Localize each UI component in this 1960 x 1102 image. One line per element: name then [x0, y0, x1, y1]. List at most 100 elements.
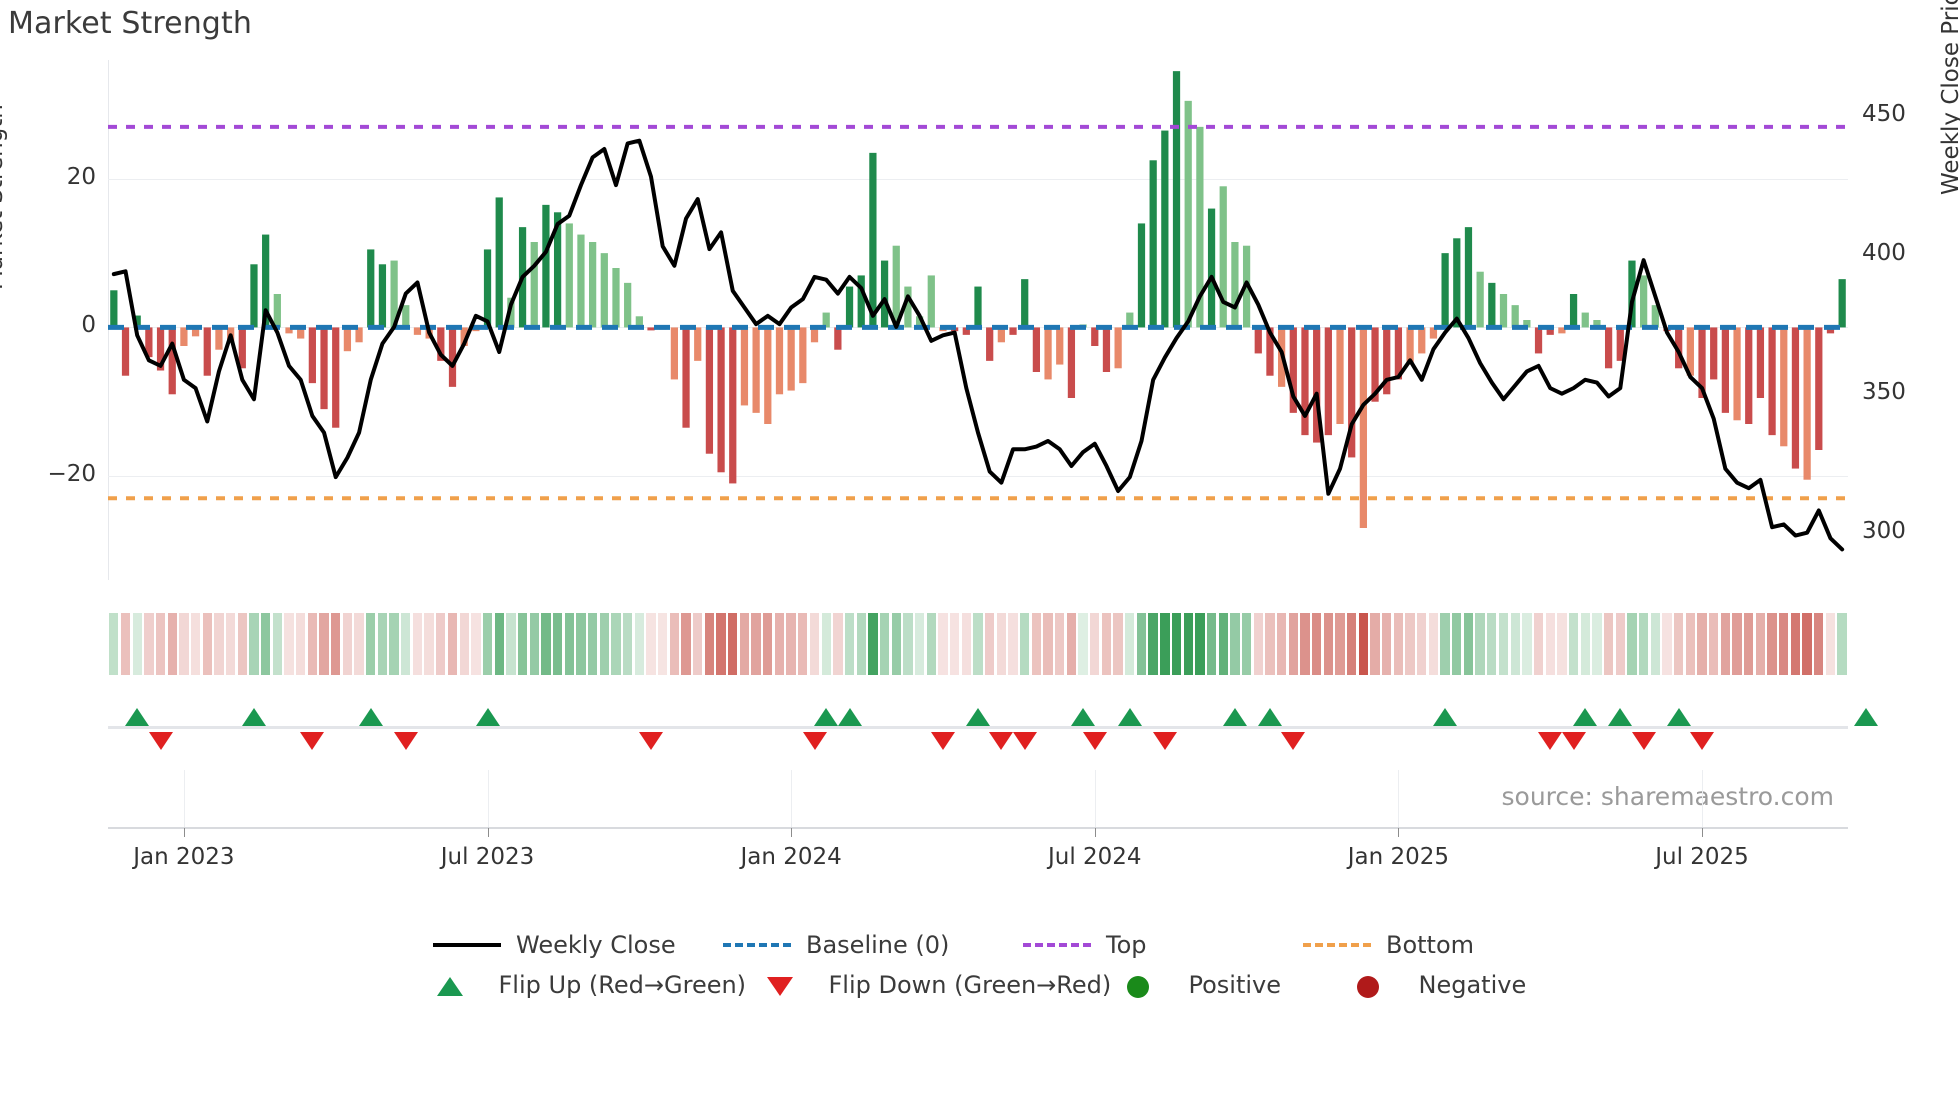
market-strength-bar [1780, 327, 1788, 447]
chart-legend: Weekly Close Baseline (0) Top Bottom Flip U… [0, 925, 1960, 1005]
legend-item-label: Baseline (0) [806, 931, 950, 959]
heatmap-cell [319, 613, 329, 675]
heatmap-cell [144, 613, 154, 675]
heatmap-cell [856, 613, 866, 675]
heatmap-cell [1557, 613, 1567, 675]
market-strength-bar [1137, 223, 1146, 328]
legend-item[interactable]: Baseline (0) [720, 931, 1020, 959]
heatmap-cell [1790, 613, 1801, 675]
x-axis-tick-mark [1094, 828, 1096, 837]
market-strength-bar [1102, 327, 1111, 372]
legend-row-primary: Weekly Close Baseline (0) Top Bottom [0, 925, 1960, 965]
legend-item[interactable]: Weekly Close [430, 931, 720, 959]
flip-down-marker-icon [1012, 732, 1037, 750]
legend-item[interactable]: Top [1020, 931, 1300, 959]
heatmap-cell [424, 613, 434, 675]
market-strength-bar [553, 212, 562, 328]
market-strength-bar [1091, 327, 1099, 346]
market-strength-bar [845, 286, 854, 328]
heatmap-cell [879, 613, 890, 675]
market-strength-bar [1126, 312, 1134, 328]
heatmap-cell [1767, 613, 1777, 675]
circle-marker-icon [1356, 976, 1379, 998]
heatmap-cell [891, 613, 901, 675]
legend-item[interactable]: Positive [1103, 971, 1333, 999]
heatmap-cell [646, 613, 656, 675]
heatmap-cell [1323, 613, 1333, 675]
market-strength-bar [915, 316, 924, 328]
y-axis-right-tick-label: 300 [1862, 517, 1906, 544]
x-axis-tick-mark [183, 828, 185, 837]
flip-down-marker-icon [393, 732, 418, 750]
market-strength-bar [1569, 294, 1578, 328]
heatmap-cell [155, 613, 166, 675]
heatmap-cell [1662, 613, 1672, 675]
market-strength-bar [1791, 327, 1800, 469]
heatmap-cell [622, 613, 633, 675]
heatmap-cell [377, 613, 388, 675]
market-strength-bar [787, 327, 795, 391]
market-strength-bar [1348, 327, 1356, 458]
minor-vertical-tick [487, 770, 489, 827]
market-strength-bar [121, 327, 130, 376]
heatmap-cell [658, 613, 668, 675]
heatmap-cell [167, 613, 177, 675]
heatmap-cell [1101, 613, 1112, 675]
legend-item[interactable]: Flip Down (Green→Red) [743, 971, 1111, 999]
flip-up-marker-icon [1666, 708, 1691, 726]
weekly-close-line [108, 60, 1848, 580]
market-strength-bar [332, 327, 340, 428]
triangle-up-icon [436, 977, 463, 996]
market-strength-bar [565, 223, 573, 328]
heatmap-cell [1685, 613, 1695, 675]
flip-down-marker-icon [1561, 732, 1586, 750]
heatmap-cell [1020, 613, 1030, 675]
heatmap-cell [1603, 613, 1614, 675]
minor-vertical-tick [1398, 770, 1400, 827]
dot-key-icon [1103, 972, 1177, 998]
flip-up-marker-icon [1257, 708, 1282, 726]
heatmap-cell [1230, 613, 1240, 675]
legend-item-label: Weekly Close [516, 931, 676, 959]
heatmap-cell [541, 613, 551, 675]
market-strength-bar [1710, 327, 1718, 380]
market-strength-bar [1745, 327, 1753, 424]
market-strength-bar [810, 327, 819, 343]
page-title: Market Strength [8, 6, 252, 41]
market-strength-bar [495, 197, 503, 328]
market-strength-bar [238, 327, 246, 369]
heatmap-cell [587, 613, 598, 675]
heatmap-cell [1475, 613, 1485, 675]
line-swatch [1303, 943, 1371, 947]
market-strength-bar [729, 327, 737, 484]
market-strength-bar [1301, 327, 1309, 436]
market-strength-bar [1161, 130, 1169, 328]
heatmap-cell [1615, 613, 1625, 675]
heatmap-cell [1452, 613, 1462, 675]
legend-item[interactable]: Bottom [1300, 931, 1530, 959]
heatmap-cell [1802, 613, 1812, 675]
heatmap-cell [1732, 613, 1742, 675]
market-strength-bar [215, 327, 223, 350]
y-axis-right-tick-label: 350 [1862, 378, 1906, 405]
market-strength-bar [1675, 327, 1683, 369]
market-strength-bar [600, 253, 608, 328]
flip-up-marker-icon [1853, 708, 1878, 726]
x-axis: Jan 2023 Jul 2023 Jan 2024 Jul 2024 Jan 2025… [108, 828, 1848, 888]
legend-item[interactable]: Flip Up (Red→Green) [413, 971, 746, 999]
market-strength-bar [1207, 208, 1216, 328]
heatmap-cell [1265, 613, 1275, 675]
heatmap-cell [342, 613, 353, 675]
heatmap-cell [1498, 613, 1509, 675]
minor-vertical-tick [1702, 770, 1704, 827]
legend-item[interactable]: Negative [1333, 971, 1548, 999]
heatmap-cell [517, 613, 528, 675]
heatmap-cell [529, 613, 539, 675]
market-strength-bar [1009, 327, 1017, 335]
heatmap-cell [1522, 613, 1532, 675]
y-axis-left-tick-label: −20 [47, 461, 96, 487]
market-strength-heatmap-strip [108, 613, 1848, 675]
heatmap-cell [938, 613, 948, 675]
heatmap-cell [202, 613, 212, 675]
flip-up-marker-icon [1608, 708, 1633, 726]
